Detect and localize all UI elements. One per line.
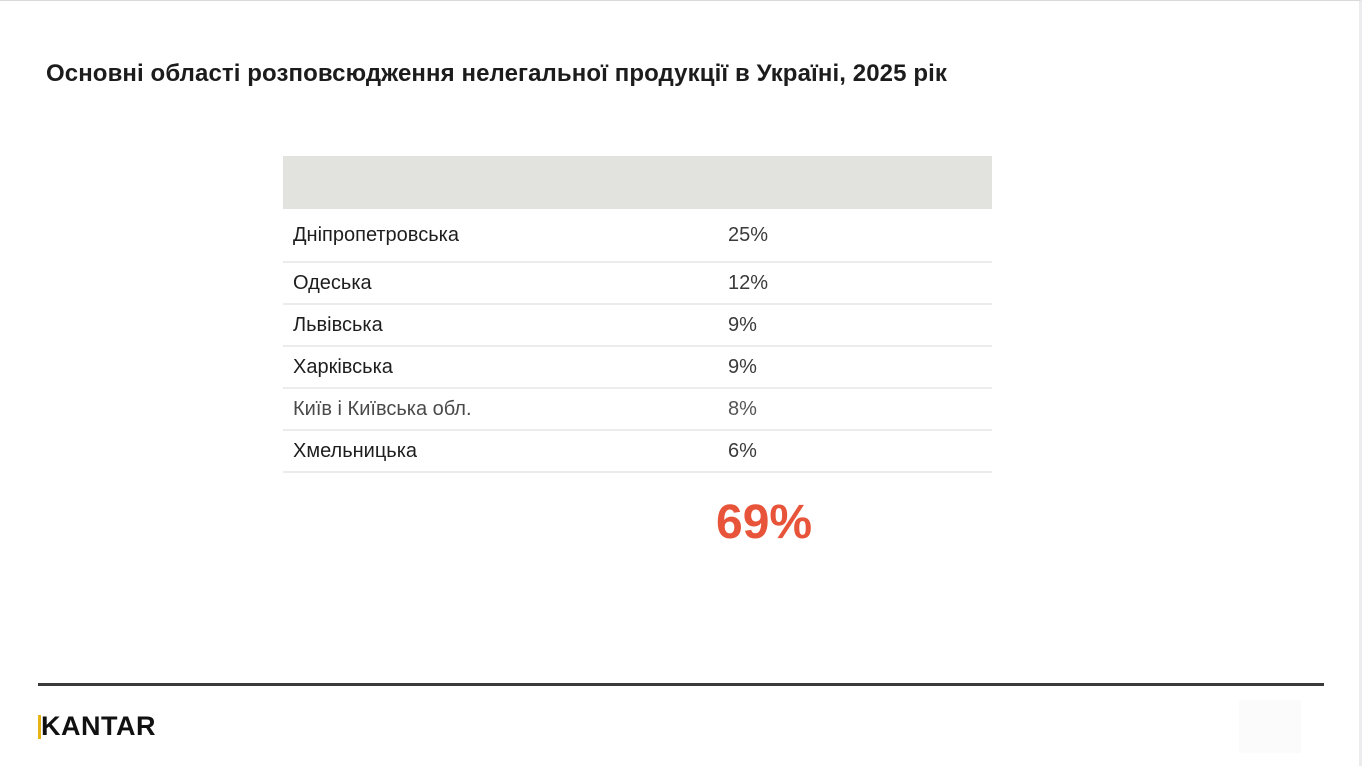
region-share: 6% <box>728 439 757 462</box>
table-row: Харківська 9% <box>283 347 992 389</box>
region-name: Одеська <box>293 271 372 294</box>
region-share: 12% <box>728 271 769 294</box>
kantar-logo: K ANTAR <box>38 711 156 742</box>
logo-text: ANTAR <box>61 711 156 741</box>
header-cell-region <box>283 156 638 209</box>
table-row: Київ і Київська обл. 8% <box>283 389 992 431</box>
table-header <box>283 156 992 209</box>
regions-table: Дніпропетровська 25% Одеська 12% Львівсь… <box>283 156 992 473</box>
slide-title: Основні області розповсюдження нелегальн… <box>46 60 947 87</box>
footer-divider <box>38 683 1324 686</box>
page-number-box <box>1239 700 1301 753</box>
region-share: 8% <box>728 397 757 420</box>
logo-k: K <box>41 711 61 741</box>
region-name: Львівська <box>293 313 383 336</box>
table-row: Дніпропетровська 25% <box>283 209 992 263</box>
region-share: 25% <box>728 223 769 246</box>
region-name: Дніпропетровська <box>293 223 459 246</box>
region-name: Хмельницька <box>293 439 418 462</box>
table-row: Львівська 9% <box>283 305 992 347</box>
header-cell-value <box>638 156 993 209</box>
table-row: Хмельницька 6% <box>283 431 992 473</box>
total-share: 69% <box>716 496 813 549</box>
region-share: 9% <box>728 355 757 378</box>
table-row: Одеська 12% <box>283 263 992 305</box>
region-share: 9% <box>728 313 757 336</box>
region-name: Київ і Київська обл. <box>293 397 472 420</box>
logo-accent-bar <box>38 714 41 739</box>
region-name: Харківська <box>293 355 393 378</box>
